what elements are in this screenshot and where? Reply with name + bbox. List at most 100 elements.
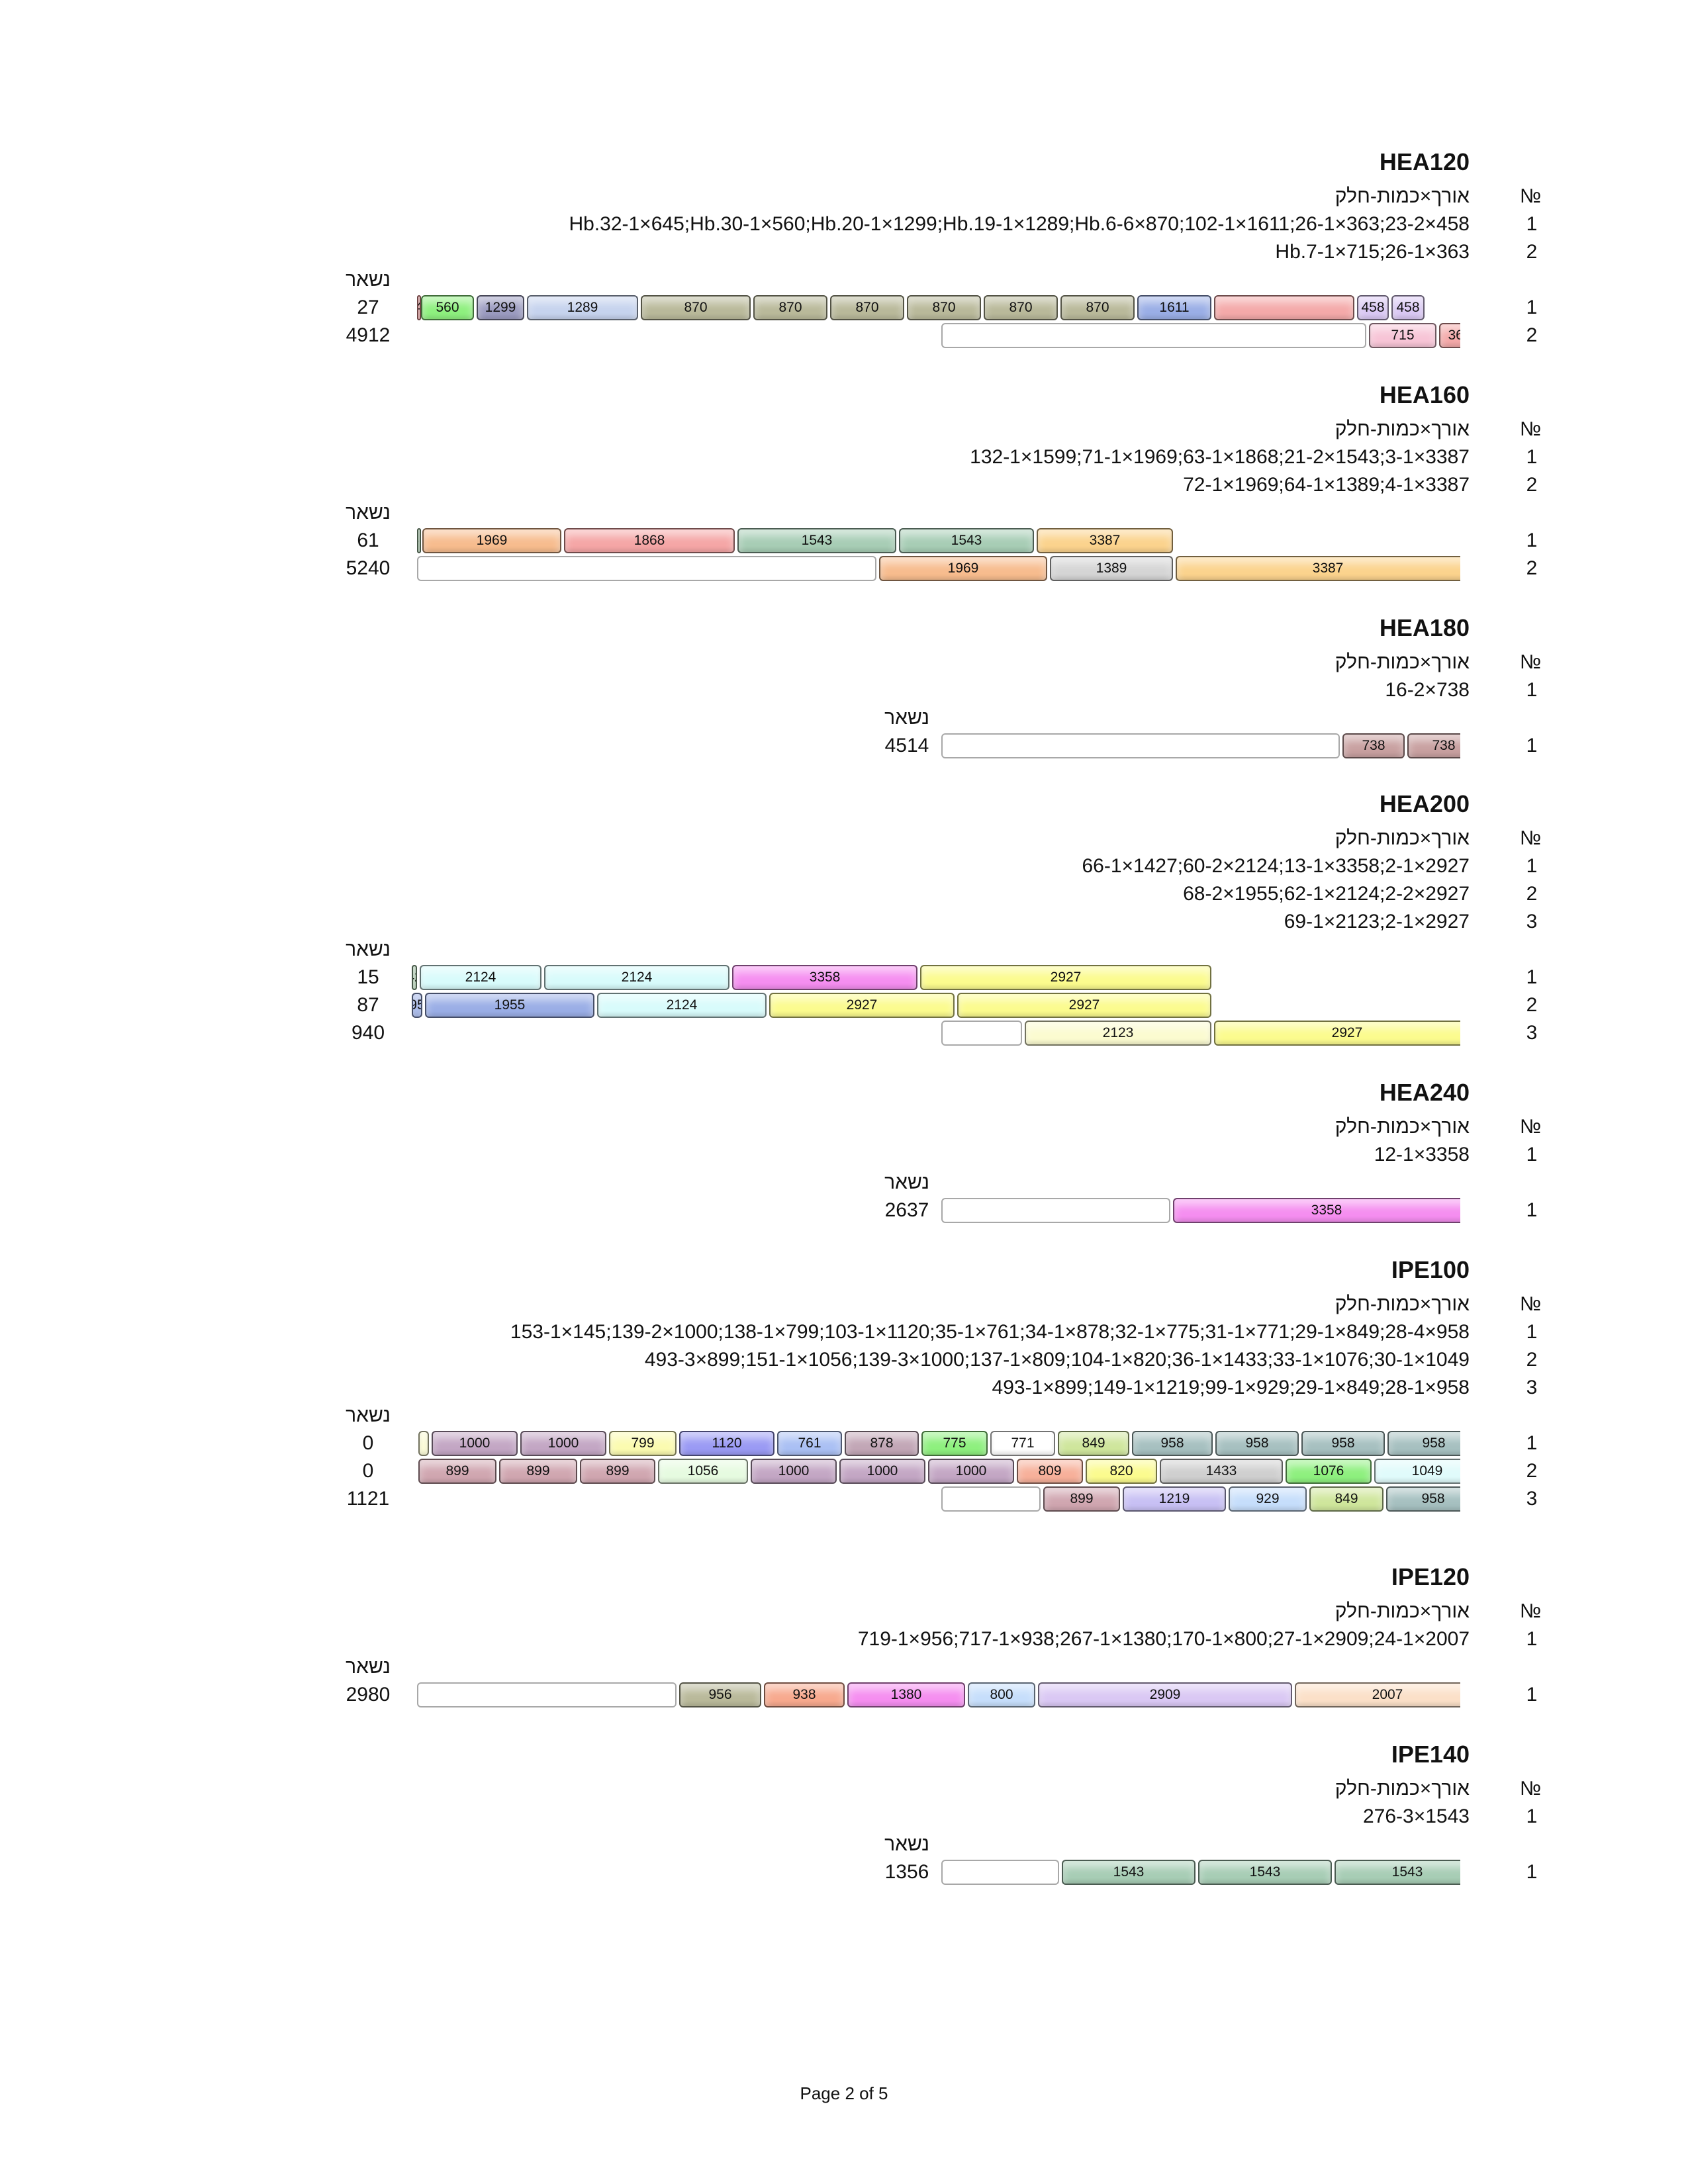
cut-piece-segment[interactable]: 1969 — [879, 556, 1047, 581]
cut-piece-segment[interactable]: 738 — [1342, 733, 1405, 758]
cut-piece-segment[interactable]: 715 — [1369, 323, 1436, 348]
number-header: № — [1520, 1600, 1542, 1622]
cut-piece-segment[interactable]: 1955 — [425, 993, 594, 1018]
remainder-segment[interactable] — [941, 733, 1340, 758]
cut-piece-segment[interactable]: 2927 — [769, 993, 955, 1018]
cut-piece-segment[interactable]: 899 — [1043, 1486, 1120, 1512]
remainder-segment[interactable] — [941, 1021, 1022, 1046]
cut-piece-segment[interactable]: 2124 — [597, 993, 767, 1018]
cut-piece-segment[interactable]: 1599 — [417, 528, 421, 553]
cut-piece-segment[interactable]: 800 — [968, 1682, 1035, 1707]
cut-piece-segment[interactable]: 1120 — [679, 1431, 774, 1456]
cut-piece-segment[interactable]: 1543 — [1062, 1860, 1196, 1885]
cut-piece-segment[interactable]: 809 — [1017, 1459, 1083, 1484]
cut-piece-segment[interactable]: 1868 — [564, 528, 735, 553]
cut-piece-segment[interactable]: 1049 — [1374, 1459, 1460, 1484]
cut-piece-segment[interactable]: 870 — [753, 295, 827, 320]
cut-piece-segment[interactable]: 899 — [580, 1459, 655, 1484]
cut-piece-segment[interactable]: 870 — [641, 295, 751, 320]
cut-piece-segment[interactable]: 1611 — [1137, 295, 1211, 320]
remainder-segment[interactable] — [941, 1198, 1170, 1223]
cut-list-line: 16-2×738 — [1385, 679, 1470, 701]
cut-piece-segment[interactable]: 2007 — [1295, 1682, 1460, 1707]
remainder-segment[interactable] — [941, 1486, 1041, 1512]
cut-piece-segment[interactable]: 738 — [1407, 733, 1460, 758]
cut-piece-segment[interactable]: 645 — [417, 295, 421, 320]
cut-piece-segment[interactable]: 458 — [1391, 295, 1425, 320]
cut-piece-segment[interactable]: 3387 — [1037, 528, 1173, 553]
cut-piece-segment[interactable]: 1543 — [899, 528, 1034, 553]
cut-piece-segment[interactable]: 458 — [1357, 295, 1389, 320]
cut-piece-segment[interactable]: 1955 — [412, 993, 422, 1018]
remainder-segment[interactable] — [941, 1860, 1059, 1885]
profile-title: IPE120 — [1391, 1563, 1470, 1590]
cut-list-line: 69-1×2123;2-1×2927 — [1284, 911, 1470, 933]
cut-piece-segment[interactable]: 849 — [1058, 1431, 1129, 1456]
cut-piece-segment[interactable]: 878 — [845, 1431, 919, 1456]
cut-piece-segment[interactable]: 958 — [1387, 1431, 1460, 1456]
profile-title: HEA240 — [1379, 1079, 1470, 1106]
cut-piece-segment[interactable]: 958 — [1215, 1431, 1299, 1456]
cut-piece-segment[interactable]: 2124 — [544, 965, 729, 990]
cut-piece-segment[interactable]: 870 — [984, 295, 1058, 320]
cut-piece-segment[interactable]: 1299 — [477, 295, 524, 320]
cut-piece-segment[interactable]: 3358 — [1173, 1198, 1460, 1223]
remainder-value: 5240 — [346, 557, 391, 579]
cut-piece-segment[interactable]: 1380 — [847, 1682, 965, 1707]
cut-piece-segment[interactable]: 849 — [1309, 1486, 1383, 1512]
cut-piece-segment[interactable]: 958 — [1132, 1431, 1213, 1456]
cut-piece-segment[interactable]: 956 — [679, 1682, 761, 1707]
cut-piece-segment[interactable]: 560 — [421, 295, 474, 320]
cut-piece-segment[interactable]: 761 — [777, 1431, 842, 1456]
cut-piece-segment[interactable]: 1000 — [520, 1431, 606, 1456]
cut-piece-segment[interactable]: 958 — [1386, 1486, 1460, 1512]
bar-number: 2 — [1526, 1460, 1538, 1482]
cut-piece-segment[interactable] — [1214, 295, 1354, 320]
cut-piece-segment[interactable]: 958 — [1301, 1431, 1385, 1456]
remainder-label: נשאר — [346, 269, 391, 291]
cut-piece-segment[interactable]: 3387 — [1176, 556, 1460, 581]
number-header: № — [1520, 418, 1542, 440]
remainder-value: 940 — [351, 1022, 385, 1044]
cut-piece-segment[interactable]: 1543 — [737, 528, 896, 553]
cut-piece-segment[interactable]: 1389 — [1050, 556, 1173, 581]
cut-piece-segment[interactable]: 929 — [1229, 1486, 1307, 1512]
cut-piece-segment[interactable]: 899 — [499, 1459, 577, 1484]
cut-piece-segment[interactable]: 1000 — [928, 1459, 1014, 1484]
cut-piece-segment[interactable]: 1000 — [839, 1459, 925, 1484]
profile-title: HEA160 — [1379, 381, 1470, 408]
cut-piece-segment[interactable]: 1000 — [751, 1459, 837, 1484]
cut-piece-segment[interactable]: 799 — [609, 1431, 677, 1456]
cut-piece-segment[interactable]: 363 — [1439, 323, 1460, 348]
cut-piece-segment[interactable]: 870 — [907, 295, 981, 320]
cut-piece-segment[interactable]: 2124 — [420, 965, 541, 990]
cut-piece-segment[interactable]: 1289 — [527, 295, 638, 320]
cut-piece-segment[interactable] — [418, 1431, 429, 1456]
cut-piece-segment[interactable]: 2927 — [920, 965, 1211, 990]
cut-piece-segment[interactable]: 870 — [1060, 295, 1135, 320]
cut-piece-segment[interactable]: 2927 — [957, 993, 1211, 1018]
cut-piece-segment[interactable]: 1433 — [1160, 1459, 1283, 1484]
cut-piece-segment[interactable]: 2123 — [1025, 1021, 1211, 1046]
cut-piece-segment[interactable]: 1543 — [1335, 1860, 1460, 1885]
cut-piece-segment[interactable]: 820 — [1086, 1459, 1157, 1484]
cut-list-number: 1 — [1526, 679, 1538, 701]
cut-piece-segment[interactable]: 2909 — [1038, 1682, 1292, 1707]
cut-piece-segment[interactable]: 899 — [418, 1459, 496, 1484]
cut-piece-segment[interactable]: 1000 — [432, 1431, 518, 1456]
cut-piece-segment[interactable]: 938 — [764, 1682, 845, 1707]
remainder-segment[interactable] — [417, 1682, 677, 1707]
remainder-segment[interactable] — [941, 323, 1366, 348]
cut-piece-segment[interactable]: 1969 — [422, 528, 561, 553]
remainder-segment[interactable] — [417, 556, 876, 581]
cut-piece-segment[interactable]: 3358 — [732, 965, 917, 990]
cut-piece-segment[interactable]: 1076 — [1286, 1459, 1372, 1484]
cut-piece-segment[interactable]: 2927 — [1214, 1021, 1460, 1046]
cut-piece-segment[interactable]: 1543 — [1198, 1860, 1332, 1885]
cut-piece-segment[interactable]: 1219 — [1123, 1486, 1226, 1512]
cut-piece-segment[interactable]: 870 — [830, 295, 904, 320]
cut-piece-segment[interactable]: 771 — [990, 1431, 1055, 1456]
cut-piece-segment[interactable]: 775 — [921, 1431, 988, 1456]
cut-piece-segment[interactable]: 1056 — [658, 1459, 748, 1484]
cut-piece-segment[interactable]: 1427 — [412, 965, 417, 990]
